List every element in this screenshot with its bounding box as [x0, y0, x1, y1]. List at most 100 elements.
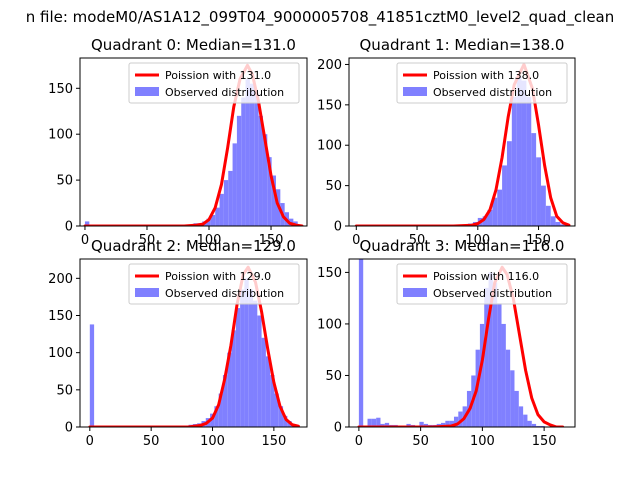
histogram-bar [210, 214, 216, 226]
legend-bar-swatch [135, 87, 159, 96]
histogram-bar [449, 420, 454, 427]
subplot-quadrant-1: 0 50 100 150 0 50 100 150 200 Quadrant 1: Median=… [317, 36, 576, 248]
histogram-bar [380, 423, 385, 427]
histogram-bar [497, 189, 503, 226]
histogram-bar [510, 370, 515, 427]
histogram-bar [505, 349, 511, 427]
subplot-title: Quadrant 1: Median=138.0 [360, 36, 565, 54]
y-tick-label: 50 [325, 179, 342, 194]
legend-box [128, 62, 300, 104]
legend-entry-observed: Observed distribution [165, 287, 284, 300]
histogram-bar [267, 157, 272, 226]
poisson-line [88, 265, 300, 427]
y-tick-label: 0 [65, 220, 73, 235]
histogram-bar [231, 330, 236, 427]
histogram-bar [506, 141, 512, 226]
x-tick-label: 150 [259, 233, 284, 248]
histogram-bar [84, 221, 90, 226]
histogram-bar [214, 406, 219, 427]
y-tick-label: 0 [334, 421, 342, 436]
y-tick-label: 100 [48, 128, 73, 143]
y-tick-label: 150 [317, 266, 342, 281]
x-tick-label: 50 [143, 434, 160, 449]
y-tick-label: 0 [334, 220, 342, 235]
histogram-bar [479, 323, 485, 427]
histogram-bar [228, 170, 233, 226]
legend: Poission with 129.0 Observed distribution [128, 263, 300, 305]
y-tick-label: 150 [48, 82, 73, 97]
legend: Poission with 131.0 Observed distribution [128, 62, 300, 104]
subplot-quadrant-3: 0 50 100 150 0 50 100 150 Quadrant 3: Median=116… [317, 237, 576, 449]
y-tick-label: 50 [325, 369, 342, 384]
histogram-bar [206, 218, 211, 226]
histogram-bar [222, 374, 228, 427]
histogram-bar [261, 337, 266, 427]
x-tick-label: 100 [197, 233, 222, 248]
histogram-bar [227, 352, 232, 427]
poisson-line [83, 63, 304, 226]
histogram-bar [531, 133, 537, 226]
y-tick-label: 100 [48, 346, 73, 361]
x-tick-label: 50 [412, 434, 429, 449]
histogram-bar [218, 393, 223, 427]
histogram-bar [406, 423, 411, 427]
x-tick-label: 50 [139, 233, 156, 248]
histogram-bar [253, 300, 258, 427]
histogram-bar [492, 282, 498, 427]
histogram-bar [423, 423, 429, 427]
histogram-bar [249, 83, 255, 226]
x-tick-label: 150 [526, 233, 551, 248]
legend-bar-swatch [403, 288, 427, 297]
x-tick-label: 0 [86, 434, 94, 449]
histogram-bar [484, 287, 489, 427]
y-tick-label: 200 [317, 58, 342, 73]
histogram-bar [531, 423, 537, 427]
histogram-bar [235, 308, 241, 427]
legend: Poission with 138.0 Observed distribution [396, 62, 568, 104]
axes-frame [348, 258, 576, 428]
histogram-bar [545, 205, 551, 226]
histogram-bar [458, 411, 463, 427]
subplot-title: Quadrant 3: Median=116.0 [360, 237, 565, 255]
histogram-bar [521, 80, 527, 226]
histogram-bar [358, 259, 364, 427]
histogram-bar [540, 425, 545, 427]
legend-entry-observed: Observed distribution [433, 86, 552, 99]
subplot-title: Quadrant 0: Median=131.0 [91, 36, 296, 54]
y-tick-label: 50 [56, 174, 73, 189]
histogram-bar [555, 221, 561, 226]
legend-entry-poisson: Poission with 129.0 [165, 270, 271, 283]
y-tick-label: 150 [317, 98, 342, 113]
legend-entry-observed: Observed distribution [433, 287, 552, 300]
histogram-bar [526, 96, 532, 226]
y-tick-label: 0 [65, 421, 73, 436]
histogram-bar [497, 303, 502, 427]
axes-frame [79, 258, 308, 428]
x-tick-label: 50 [409, 233, 426, 248]
histogram-bar [550, 216, 556, 226]
x-tick-label: 150 [532, 434, 557, 449]
histogram-bar [514, 390, 519, 427]
plot-area [88, 265, 300, 427]
y-tick-label: 100 [317, 317, 342, 332]
histogram-bar [488, 272, 493, 427]
legend: Poission with 116.0 Observed distribution [396, 263, 568, 305]
legend-entry-poisson: Poission with 138.0 [433, 69, 539, 82]
histogram-bar [240, 289, 245, 427]
y-tick-label: 200 [48, 272, 73, 287]
legend-entry-observed: Observed distribution [165, 86, 284, 99]
histogram-bar [516, 76, 522, 226]
y-tick-label: 150 [48, 309, 73, 324]
histogram-bar [511, 96, 517, 226]
histogram-bar [210, 413, 215, 427]
histogram-bar [215, 207, 220, 226]
histogram-bar [527, 420, 532, 427]
subplot-quadrant-2: 0 50 100 150 0 50 100 150 200 Quadrant 2: Median=… [48, 237, 308, 449]
axes-frame [348, 57, 576, 227]
y-tick-label: 50 [56, 383, 73, 398]
x-tick-label: 0 [352, 233, 360, 248]
histogram-bar [376, 417, 381, 427]
histogram-bar [518, 406, 524, 427]
